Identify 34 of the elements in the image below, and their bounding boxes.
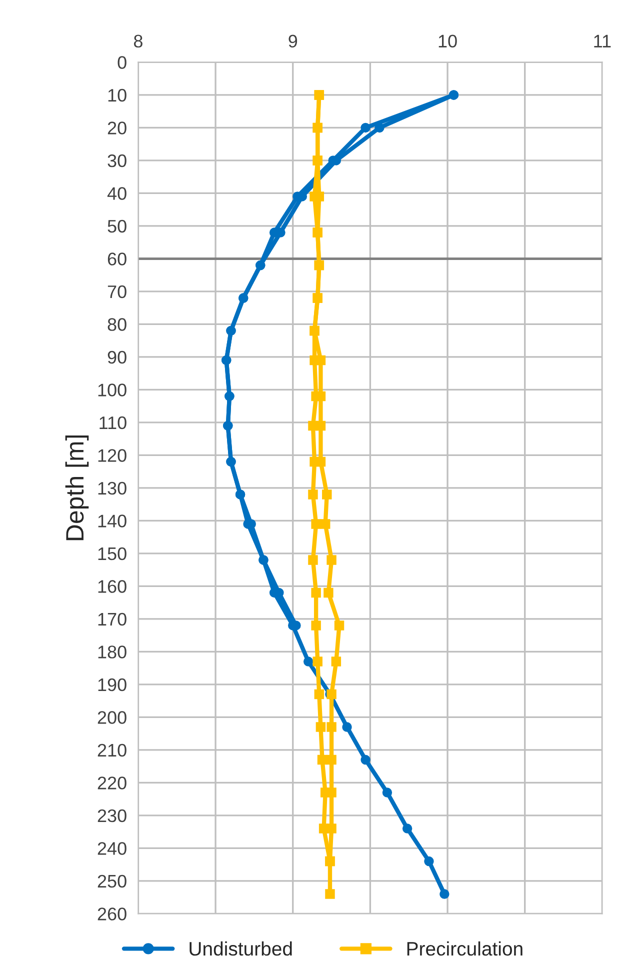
y-tick-label: 230: [98, 809, 126, 822]
y-tick-label: 0: [118, 56, 126, 69]
y-tick-label: 130: [98, 482, 126, 495]
y-tick-label: 70: [108, 285, 126, 298]
y-tick-label: 140: [98, 514, 126, 528]
x-tick-label: 9: [288, 34, 298, 48]
y-tick-label: 200: [98, 711, 126, 724]
y-tick-label: 80: [108, 318, 126, 331]
y-tick-label: 170: [98, 612, 126, 626]
x-tick-label: 11: [594, 34, 611, 48]
y-tick-label: 10: [108, 88, 126, 102]
y-tick-label: 190: [98, 678, 126, 692]
y-tick-label: 260: [98, 908, 126, 920]
y-tick-label: 110: [100, 416, 126, 430]
y-tick-label: 120: [98, 449, 126, 462]
y-tick-label: 40: [107, 187, 126, 200]
y-tick-label: 160: [98, 580, 126, 593]
x-tick-label: 10: [438, 34, 457, 48]
y-tick-label: 210: [98, 744, 126, 757]
y-tick-label: 240: [98, 842, 126, 855]
y-tick-label: 250: [98, 874, 126, 888]
y-tick-label: 30: [108, 154, 126, 168]
y-tick-label: 20: [108, 122, 126, 134]
y-tick-label: 90: [108, 350, 126, 364]
y-tick-label: 60: [108, 252, 126, 266]
y-tick-label: 180: [98, 646, 126, 658]
y-tick-label: 100: [98, 384, 126, 396]
y-tick-label: 50: [108, 220, 126, 233]
y-tick-label: 220: [98, 776, 126, 790]
y-tick-label: 150: [98, 547, 126, 560]
x-tick-label: 8: [134, 34, 142, 48]
y-axis-title: Depth [m]: [65, 436, 89, 540]
legend-label: Precirculation: [407, 941, 522, 956]
legend-label: Undisturbed: [190, 941, 292, 956]
